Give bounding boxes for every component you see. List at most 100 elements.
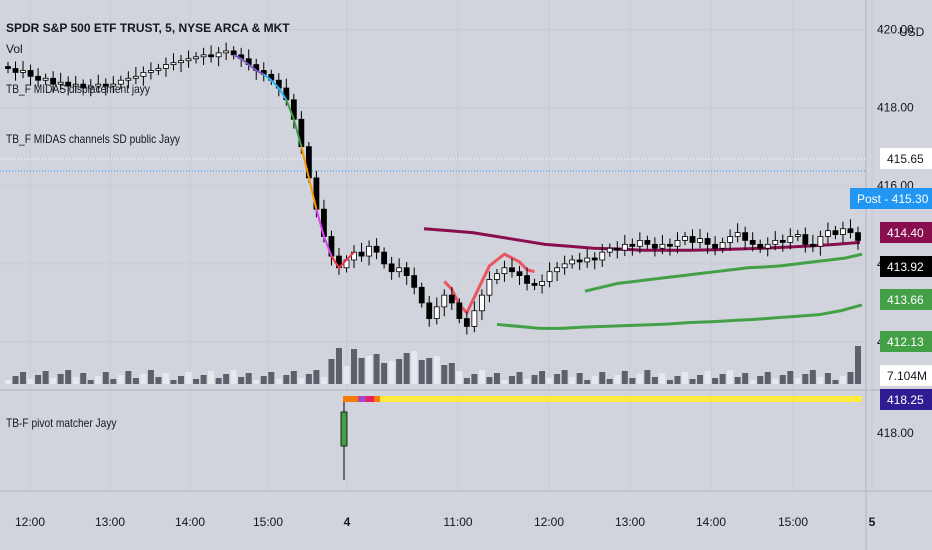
volume-bar xyxy=(343,366,350,384)
volume-bar xyxy=(351,349,358,384)
volume-bar xyxy=(95,376,102,384)
candle-body xyxy=(463,318,470,327)
volume-bar xyxy=(313,370,320,384)
time-tick-label: 15:00 xyxy=(253,515,283,529)
price-tag xyxy=(880,365,932,386)
time-axis[interactable]: 12:00 13:00 14:00 15:00 4 11:00 12:00 13:00 14:0… xyxy=(15,515,876,529)
candle-body xyxy=(584,257,591,263)
candle-body xyxy=(644,240,651,245)
candle-body xyxy=(388,263,395,273)
pivot-bar-segment xyxy=(343,396,358,402)
candle-body xyxy=(779,240,786,243)
volume-bar xyxy=(223,374,230,384)
candle-body xyxy=(132,75,139,79)
candle-body xyxy=(501,267,508,275)
price-tag xyxy=(880,148,932,169)
chart-title[interactable]: SPDR S&P 500 ETF TRUST, 5, NYSE ARCA & M… xyxy=(6,21,290,35)
candle-body xyxy=(817,236,824,247)
displacement-line xyxy=(263,73,288,101)
candle-body xyxy=(163,64,169,69)
candle-body xyxy=(140,72,147,77)
time-tick-label: 4 xyxy=(344,515,351,529)
candle-body xyxy=(381,251,388,265)
volume-bar xyxy=(561,370,568,384)
volume-bar xyxy=(629,378,636,384)
displacement-line xyxy=(330,251,355,270)
volume-bar xyxy=(764,372,771,384)
volume-bar xyxy=(651,377,658,384)
volume-bar xyxy=(110,379,117,384)
volume-bar xyxy=(478,370,485,384)
indicator-legend-channels[interactable]: TB_F MIDAS channels SD public Jayy xyxy=(6,132,181,146)
candle-body xyxy=(509,267,515,273)
candle-body xyxy=(5,66,11,69)
volume-bar xyxy=(636,374,643,384)
candle-body xyxy=(208,54,214,58)
volume-bar xyxy=(546,378,553,384)
pivot-matcher-pane xyxy=(340,396,862,480)
volume-bar xyxy=(599,372,606,384)
volume-bar xyxy=(335,348,342,384)
candlestick-series[interactable] xyxy=(5,42,861,335)
candle-body xyxy=(486,279,493,296)
candle-body xyxy=(599,251,606,261)
volume-bar xyxy=(832,380,839,384)
volume-bar xyxy=(5,380,11,384)
volume-bar xyxy=(463,378,470,384)
indicator-legend-displacement[interactable]: TB_F MIDAS displacement jayy xyxy=(6,82,150,96)
volume-bar xyxy=(855,346,861,384)
candle-body xyxy=(546,271,553,282)
volume-bar xyxy=(57,374,64,384)
volume-bar xyxy=(524,379,531,384)
volume-bar xyxy=(140,374,147,384)
price-tags: 415.65 Post - 415.30 414.40 413.92 413.66 412… xyxy=(850,148,932,410)
candle-body xyxy=(358,251,365,257)
candle-body xyxy=(20,70,26,73)
pivot-candle xyxy=(340,411,348,447)
candle-body xyxy=(80,83,87,89)
candle-body xyxy=(185,58,192,62)
time-tick-label: 13:00 xyxy=(95,515,125,529)
indicator-legend-pivot[interactable]: TB-F pivot matcher Jayy xyxy=(6,416,117,430)
volume-bar xyxy=(666,380,673,384)
candle-body xyxy=(102,83,109,87)
candle-body xyxy=(764,243,771,249)
candle-body xyxy=(411,275,418,288)
volume-bar xyxy=(614,375,621,384)
volume-bar xyxy=(305,374,312,384)
candle-body xyxy=(170,62,177,66)
volume-bar xyxy=(245,373,252,384)
volume-bar xyxy=(584,380,591,384)
price-tag-label: 414.40 xyxy=(887,226,924,240)
candle-body xyxy=(772,240,779,245)
price-tag-label: 413.66 xyxy=(887,293,924,307)
candle-body xyxy=(832,230,839,235)
candle-body xyxy=(734,232,741,237)
volume-bar xyxy=(87,380,94,384)
candle-body xyxy=(682,236,688,241)
volume-bar xyxy=(403,353,410,384)
time-tick-label: 13:00 xyxy=(615,515,645,529)
candle-body xyxy=(418,286,425,304)
price-tick-label: 418.00 xyxy=(877,101,914,115)
volume-bar xyxy=(433,356,440,384)
volume-bar xyxy=(155,377,162,384)
time-tick-label: 12:00 xyxy=(15,515,45,529)
volume-bar xyxy=(426,358,433,384)
candle-body xyxy=(87,85,94,89)
candle-body xyxy=(629,243,636,247)
volume-bar xyxy=(275,379,282,384)
volume-bar xyxy=(162,373,169,384)
volume-bar xyxy=(328,359,335,384)
candle-body xyxy=(215,52,222,58)
candle-body xyxy=(667,243,673,247)
candle-body xyxy=(448,294,455,304)
currency-label: USD xyxy=(899,25,925,39)
volume-bar xyxy=(794,378,801,384)
volume-legend[interactable]: Vol xyxy=(6,42,23,56)
time-tick-label: 11:00 xyxy=(443,515,472,529)
price-tag-label: 413.92 xyxy=(887,260,924,274)
candle-body xyxy=(531,283,538,286)
candle-body xyxy=(727,236,734,243)
